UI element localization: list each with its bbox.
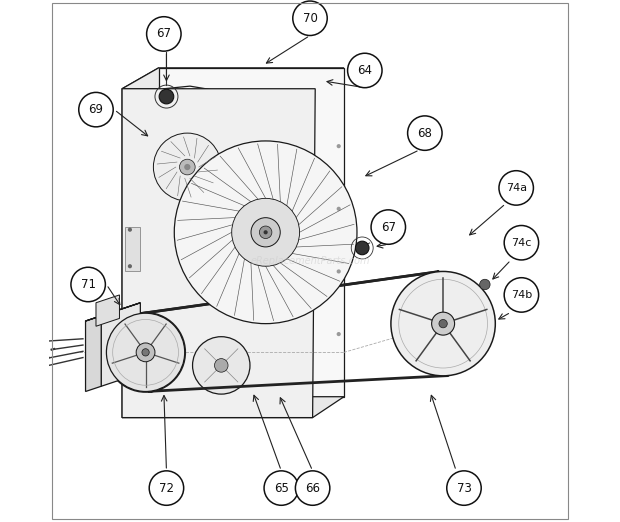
Circle shape [128,228,132,232]
Polygon shape [96,295,120,326]
Circle shape [337,207,341,211]
Circle shape [407,116,442,150]
Circle shape [146,17,181,51]
Circle shape [293,1,327,35]
Text: 71: 71 [81,278,95,291]
Circle shape [371,210,405,244]
Circle shape [180,159,195,175]
Circle shape [439,319,447,328]
Text: 72: 72 [159,482,174,494]
Circle shape [504,226,539,260]
Circle shape [480,279,490,290]
Text: 67: 67 [381,221,396,233]
Circle shape [259,226,272,239]
Polygon shape [122,89,315,418]
Text: 70: 70 [303,12,317,25]
Circle shape [337,332,341,336]
Circle shape [128,264,132,268]
Polygon shape [125,227,140,271]
Text: eReplacementParts.com: eReplacementParts.com [250,256,370,266]
Text: 68: 68 [417,127,432,139]
Polygon shape [122,397,344,418]
Circle shape [79,92,113,127]
Circle shape [355,241,369,255]
Circle shape [193,337,250,394]
Circle shape [447,471,481,505]
Circle shape [504,278,539,312]
Circle shape [348,53,382,88]
Text: 64: 64 [357,64,372,77]
Circle shape [71,267,105,302]
Circle shape [432,312,454,335]
Text: 73: 73 [456,482,471,494]
Circle shape [499,171,533,205]
Circle shape [215,359,228,372]
Circle shape [337,269,341,274]
Circle shape [391,271,495,376]
Polygon shape [101,303,140,386]
Circle shape [337,144,341,148]
Polygon shape [86,303,140,321]
Circle shape [184,164,190,170]
Polygon shape [122,68,159,418]
Circle shape [153,133,221,201]
Circle shape [149,471,184,505]
Text: 67: 67 [156,28,171,40]
Circle shape [107,313,185,392]
Text: 74b: 74b [511,290,532,300]
Circle shape [142,349,149,356]
Circle shape [251,218,280,247]
Circle shape [136,343,155,362]
Text: 66: 66 [305,482,320,494]
Polygon shape [122,68,344,89]
Circle shape [264,230,268,234]
Polygon shape [86,316,101,392]
Circle shape [159,89,174,104]
Circle shape [295,471,330,505]
Text: 74c: 74c [512,238,531,248]
Circle shape [232,198,299,266]
Text: 74a: 74a [506,183,527,193]
Polygon shape [159,68,344,397]
Text: 69: 69 [89,103,104,116]
Circle shape [174,141,357,324]
Text: 65: 65 [274,482,289,494]
Circle shape [264,471,298,505]
